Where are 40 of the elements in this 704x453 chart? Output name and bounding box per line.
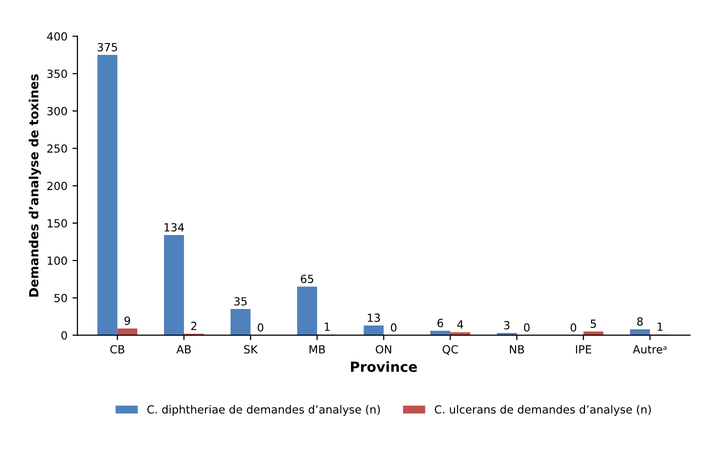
data-label: 65 bbox=[300, 274, 314, 284]
y-axis-title: Demandes d’analyse de toxines bbox=[28, 74, 41, 297]
data-label: 2 bbox=[191, 322, 196, 330]
y-tick-label: 300 bbox=[47, 106, 67, 116]
y-tick-label: 50 bbox=[54, 294, 67, 302]
x-tick-label: CB bbox=[110, 345, 124, 354]
data-label: 8 bbox=[637, 317, 643, 326]
data-label: 375 bbox=[98, 42, 118, 52]
data-label: 13 bbox=[368, 314, 380, 322]
x-tick-label: MB bbox=[310, 345, 325, 354]
x-tick-label: QC bbox=[442, 345, 458, 355]
y-tick-label: 350 bbox=[47, 70, 67, 78]
y-tick-label: 0 bbox=[61, 331, 67, 340]
data-label: 5 bbox=[590, 320, 596, 328]
data-label: 0 bbox=[524, 323, 530, 332]
y-tick-label: 200 bbox=[47, 182, 67, 190]
data-label: 0 bbox=[390, 323, 396, 332]
data-label: 1 bbox=[658, 322, 662, 331]
data-label: 0 bbox=[570, 323, 576, 332]
x-axis-title: Province bbox=[350, 361, 417, 372]
data-label: 1 bbox=[324, 322, 330, 331]
x-tick-label: IPE bbox=[576, 345, 592, 354]
x-tick-label: Autreᵃ bbox=[632, 345, 667, 354]
data-label: 6 bbox=[438, 318, 444, 328]
y-tick-label: 150 bbox=[48, 219, 67, 228]
legend-label: C. diphtheriae de demandes d’analyse (n) bbox=[147, 405, 380, 416]
x-tick-label: NB bbox=[510, 345, 524, 354]
x-tick-label: ON bbox=[376, 345, 392, 354]
data-label: 134 bbox=[164, 223, 184, 232]
y-tick-label: 400 bbox=[47, 32, 67, 41]
data-label: 0 bbox=[258, 323, 264, 332]
y-tick-label: 100 bbox=[48, 256, 67, 265]
data-label: 35 bbox=[234, 297, 247, 306]
data-label: 3 bbox=[504, 321, 510, 330]
x-tick-label: SK bbox=[244, 345, 258, 354]
data-label: 4 bbox=[457, 320, 464, 329]
y-tick-label: 250 bbox=[47, 144, 67, 153]
x-tick-label: AB bbox=[176, 345, 191, 354]
legend-label: C. ulcerans de demandes d’analyse (n) bbox=[434, 405, 651, 416]
data-label: 9 bbox=[124, 316, 130, 325]
